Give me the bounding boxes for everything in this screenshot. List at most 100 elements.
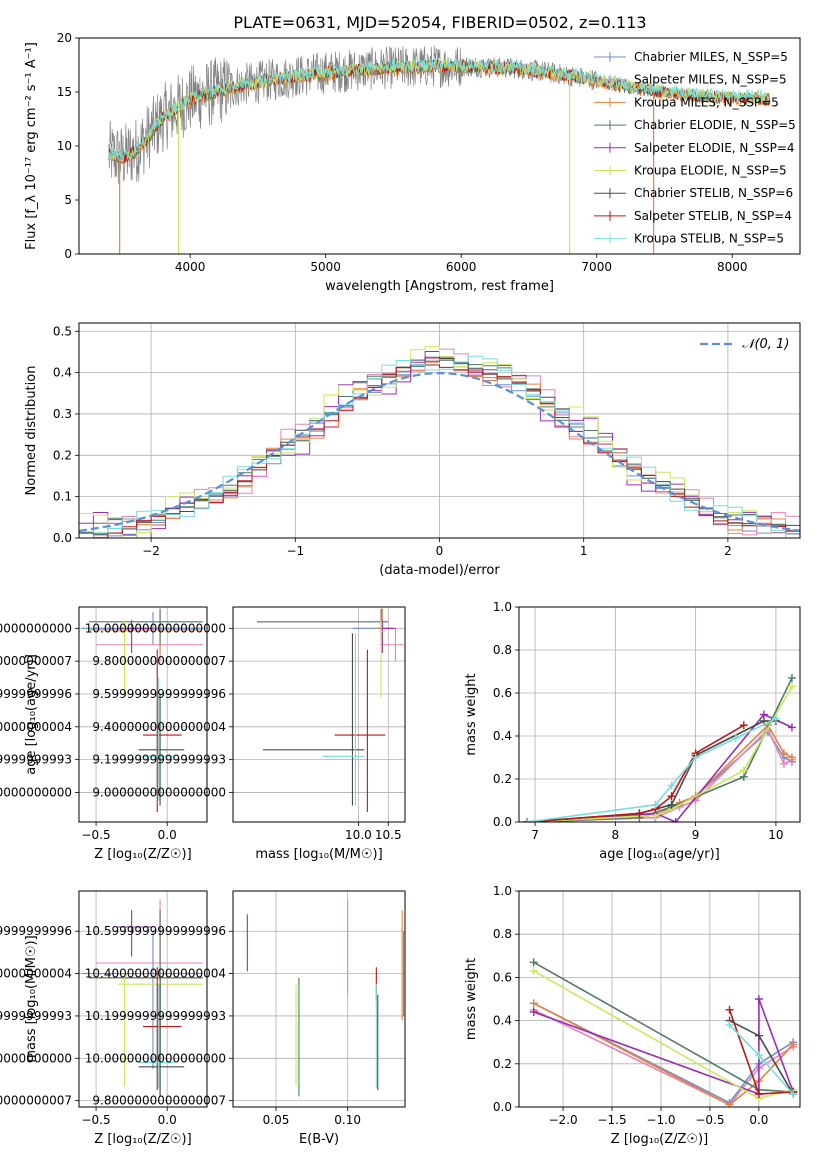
x-tick-label: 7000 xyxy=(581,260,612,274)
histogram-kroupa-stelib xyxy=(79,355,800,534)
plot-area xyxy=(246,899,405,1097)
x-tick-label: −1.5 xyxy=(597,1113,626,1127)
series-marker-kroupa-stelib xyxy=(789,1090,798,1099)
x-tick-label: 0.10 xyxy=(334,1113,361,1127)
x-tick-label: 10.0 xyxy=(345,828,372,842)
axes-frame xyxy=(232,890,406,1108)
y-tick-label: 10.0000000000000000 xyxy=(0,621,72,635)
y-tick-label: 0.0 xyxy=(493,815,512,829)
axes-frame xyxy=(78,890,208,1108)
panel-age-vs-mass: 10.0 10.5 9.0000000000000000 9.199999999999… xyxy=(85,606,406,862)
legend-label: Salpeter STELIB, N_SSP=4 xyxy=(634,209,792,223)
series-marker-kroupa-stelib xyxy=(651,800,660,809)
series-marker-kroupa-stelib xyxy=(731,734,740,743)
x-tick-label: 0.0 xyxy=(158,828,177,842)
x-axis-label: E(B-V) xyxy=(299,1132,339,1147)
y-tick-label: 10.4000000000000004 xyxy=(85,967,226,981)
y-tick-label: 0.3 xyxy=(53,407,72,421)
panel-mass-vs-ebv: 0.05 0.10 9.8000000000000007 10.00000000000… xyxy=(85,890,406,1147)
y-tick-label: 0.1 xyxy=(53,490,72,504)
x-axis-label: mass [log₁₀(M/M☉)] xyxy=(255,847,382,862)
series-marker-kroupa-stelib xyxy=(523,818,532,822)
x-axis-label: Z [log₁₀(Z/Z☉)] xyxy=(94,1132,191,1147)
x-tick-label: 10.5 xyxy=(375,828,402,842)
y-tick-label: 9.8000000000000007 xyxy=(92,1094,226,1108)
y-tick-label: 0.5 xyxy=(53,324,72,338)
axes-frame xyxy=(518,606,801,823)
y-tick-label: 0.0 xyxy=(53,531,72,545)
series-marker-chabrier-elodie xyxy=(529,958,538,967)
plot-area xyxy=(81,608,203,813)
panel-residuals: −2 −1 0 1 2 0.0 0.1 0.2 0.3 0.4 0.5 (data-model)/er… xyxy=(24,322,801,578)
series-marker-kroupa-elodie xyxy=(739,766,748,775)
x-tick-label: 6000 xyxy=(446,260,477,274)
series-marker-salpeter-stelib xyxy=(739,721,748,730)
x-tick-label: −1.0 xyxy=(646,1113,675,1127)
y-axis-label: mass [log₁₀(M/M☉)] xyxy=(24,935,39,1062)
x-tick-label: 5000 xyxy=(310,260,341,274)
series-marker-chabrier-stelib xyxy=(754,1031,763,1040)
plot-area xyxy=(108,45,771,254)
series-marker-salpeter-elodie xyxy=(787,723,796,732)
x-tick-label: 2 xyxy=(724,544,732,558)
series-marker-kroupa-miles xyxy=(725,1100,734,1107)
y-tick-label: 5 xyxy=(64,193,72,207)
y-tick-label: 0.6 xyxy=(493,970,512,984)
axes-frame xyxy=(78,37,801,255)
x-axis-label: (data-model)/error xyxy=(379,563,500,578)
series-marker-kroupa-miles xyxy=(779,749,788,758)
axes-frame xyxy=(78,322,801,539)
y-tick-label: 10.0000000000000000 xyxy=(85,1051,226,1065)
histogram-kroupa-elodie xyxy=(79,345,800,538)
y-tick-label: 9.8000000000000007 xyxy=(0,654,72,668)
series-marker-kroupa-stelib xyxy=(771,714,780,723)
legend-label: Kroupa ELODIE, N_SSP=5 xyxy=(634,164,787,178)
axes-frame xyxy=(232,606,406,823)
legend-label: Kroupa MILES, N_SSP=5 xyxy=(634,95,779,109)
x-axis-label: age [log₁₀(age/yr)] xyxy=(599,847,720,862)
y-tick-label: 10.0000000000000000 xyxy=(0,1051,72,1065)
x-tick-label: 4000 xyxy=(175,260,206,274)
y-tick-label: 10.5999999999999996 xyxy=(85,924,226,938)
legend-label: Chabrier ELODIE, N_SSP=5 xyxy=(634,118,796,132)
plot-area xyxy=(79,345,800,538)
spectrum-legend: Chabrier MILES, N_SSP=5 Salpeter MILES, N… xyxy=(594,50,796,246)
series-marker-kroupa-stelib xyxy=(667,781,676,790)
x-axis-label: Z [log₁₀(Z/Z☉)] xyxy=(611,1132,708,1147)
x-axis-label: Z [log₁₀(Z/Z☉)] xyxy=(94,847,191,862)
panel-mass-weight-vs-z: −2.0 −1.5 −1.0 −0.5 0.0 0.0 0.2 0.4 0.6 0.8 1.0 Z [… xyxy=(464,884,801,1147)
y-tick-label: 9.5999999999999996 xyxy=(0,687,72,701)
x-tick-label: 0 xyxy=(436,544,444,558)
x-tick-label: 8000 xyxy=(717,260,748,274)
x-tick-label: 1 xyxy=(580,544,588,558)
y-tick-label: 0.6 xyxy=(493,686,512,700)
legend-label: 𝒩(0, 1) xyxy=(742,337,789,352)
series-line-kroupa-stelib xyxy=(526,718,777,822)
y-axis-label: age [log₁₀(age/yr)] xyxy=(24,654,39,775)
series-marker-salpeter-elodie xyxy=(671,818,680,822)
series-marker-salpeter-elodie xyxy=(754,995,763,1003)
series-marker-kroupa-elodie xyxy=(787,682,796,691)
series-marker-kroupa-elodie xyxy=(529,966,538,975)
legend-label: Chabrier STELIB, N_SSP=6 xyxy=(634,186,793,200)
y-tick-label: 0.2 xyxy=(493,1057,512,1071)
series-marker-salpeter-stelib xyxy=(754,1090,763,1099)
legend-label: Chabrier MILES, N_SSP=5 xyxy=(634,50,788,64)
x-tick-label: 0.0 xyxy=(158,1113,177,1127)
legend-label: Kroupa STELIB, N_SSP=5 xyxy=(634,232,784,246)
x-tick-label: −1 xyxy=(286,544,304,558)
histogram-chabrier-elodie xyxy=(79,359,800,535)
x-tick-label: −0.5 xyxy=(81,828,110,842)
spectrum-model-kroupa-elodie xyxy=(108,58,771,163)
y-tick-label: 0.2 xyxy=(493,772,512,786)
y-tick-label: 9.8000000000000007 xyxy=(0,1094,72,1108)
y-tick-label: 9.8000000000000007 xyxy=(92,654,226,668)
series-marker-kroupa-stelib xyxy=(691,753,700,762)
x-axis-label: wavelength [Angstrom, rest frame] xyxy=(325,279,554,294)
y-tick-label: 0.0 xyxy=(493,1100,512,1114)
series-marker-kroupa-miles xyxy=(787,753,796,762)
y-tick-label: 10.4000000000000004 xyxy=(0,967,72,981)
y-tick-label: 10.0000000000000000 xyxy=(85,621,226,635)
